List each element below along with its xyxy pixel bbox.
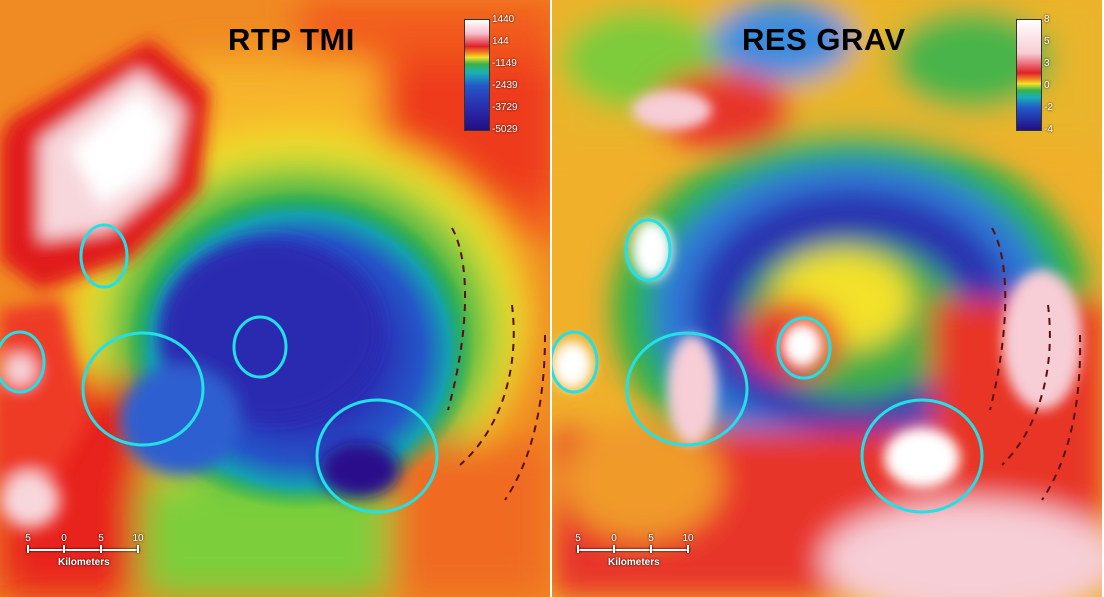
scale-tick [687, 545, 689, 553]
scale-bar: 5 0 5 10 Kilometers [574, 533, 694, 573]
scale-tick-label: 0 [61, 533, 67, 544]
scale-tick-label: 5 [98, 533, 104, 544]
legend-tick: 5 [1044, 36, 1050, 47]
target-circles [552, 218, 984, 514]
scale-tick-label: 0 [611, 533, 617, 544]
legend-tick: -2 [1044, 102, 1053, 113]
scale-tick [27, 545, 29, 553]
target-circle [315, 398, 439, 514]
legend-tick: -3729 [492, 102, 518, 113]
panel-divider [550, 0, 552, 597]
color-legend: 1440 144 -1149 -2439 -3729 -5029 [464, 14, 550, 135]
legend-tick: -1149 [492, 58, 517, 69]
color-legend: 8 5 3 0 -2 -4 [1016, 14, 1102, 135]
scale-bar: 5 0 5 10 Kilometers [24, 533, 144, 573]
fault-lines [447, 227, 546, 501]
target-circle [81, 331, 205, 447]
scale-tick-label: 5 [575, 533, 581, 544]
scale-unit: Kilometers [58, 557, 110, 568]
scale-tick [577, 545, 579, 553]
target-circle [625, 331, 749, 447]
target-circle [0, 330, 46, 394]
legend-colorbar [464, 19, 490, 131]
target-circle [79, 223, 129, 289]
target-circle [860, 398, 984, 514]
legend-tick: -5029 [492, 124, 518, 135]
rtp-tmi-panel: RTP TMI 1440 144 -1149 -2439 -3729 -5029… [0, 0, 550, 597]
rtp-tmi-map [0, 0, 550, 597]
scale-tick [100, 545, 102, 553]
scale-tick-label: 10 [682, 533, 694, 544]
legend-tick: 1440 [492, 14, 515, 25]
scale-line [27, 549, 139, 551]
scale-tick-label: 5 [25, 533, 31, 544]
target-circle [776, 316, 832, 380]
legend-tick: -2439 [492, 80, 518, 91]
legend-tick: 3 [1044, 58, 1050, 69]
map-title: RES GRAV [742, 22, 906, 57]
legend-colorbar [1016, 19, 1042, 131]
scale-tick [613, 545, 615, 553]
target-circle [552, 330, 599, 394]
scale-tick-label: 10 [132, 533, 144, 544]
res-grav-map [552, 0, 1102, 597]
scale-tick [63, 545, 65, 553]
res-grav-panel: RES GRAV 8 5 3 0 -2 -4 5 0 5 10 Kilomete… [552, 0, 1102, 597]
scale-tick [137, 545, 139, 553]
legend-tick: 144 [492, 36, 509, 47]
scale-line [577, 549, 689, 551]
scale-tick-label: 5 [648, 533, 654, 544]
fault-lines [989, 227, 1082, 501]
legend-tick: 0 [1044, 80, 1050, 91]
scale-tick [650, 545, 652, 553]
target-circle [624, 218, 672, 282]
map-title: RTP TMI [228, 22, 355, 57]
legend-tick: -4 [1044, 124, 1053, 135]
scale-unit: Kilometers [608, 557, 660, 568]
legend-tick: 8 [1044, 14, 1050, 25]
target-circles [0, 223, 439, 514]
target-circle [232, 315, 288, 379]
